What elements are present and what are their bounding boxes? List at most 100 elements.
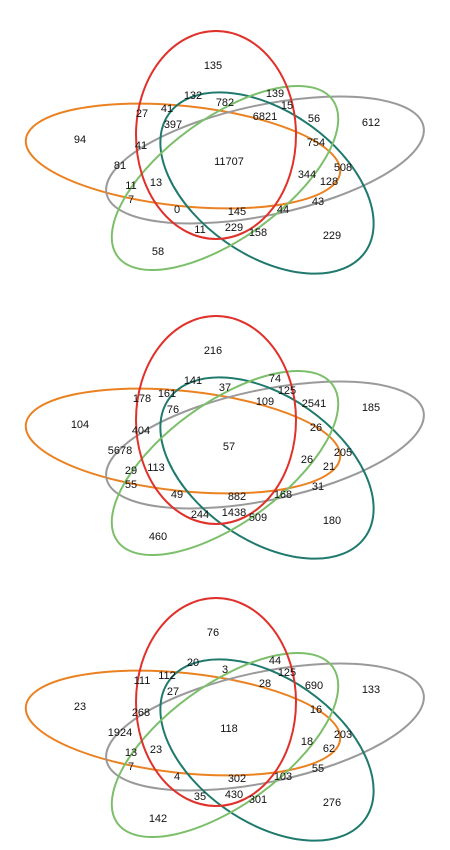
set-ellipse-teal [159,658,375,842]
region-count-label: 180 [323,515,341,527]
region-count-label: 23 [74,701,86,713]
region-count-label: 118 [220,723,238,735]
region-count-label: 49 [171,489,183,501]
region-count-label: 612 [362,117,380,129]
region-count-label: 244 [191,509,209,521]
region-count-label: 109 [256,396,274,408]
region-count-label: 26 [301,454,313,466]
set-ellipse-red [135,315,297,525]
region-count-label: 178 [133,393,151,405]
set-ellipse-gray [105,662,425,792]
region-count-label: 404 [132,425,150,437]
region-count-label: 6821 [253,111,277,123]
region-count-label: 229 [225,222,243,234]
region-count-label: 13 [150,177,162,189]
region-count-label: 508 [334,162,352,174]
set-ellipse-orange [24,669,342,777]
region-count-label: 782 [216,97,234,109]
region-count-label: 1438 [222,507,246,519]
region-count-label: 55 [312,763,324,775]
region-count-label: 76 [167,404,179,416]
set-ellipse-green [110,651,340,839]
region-count-label: 55 [125,479,137,491]
region-count-label: 27 [136,108,148,120]
region-count-label: 27 [167,686,179,698]
region-count-label: 43 [312,196,324,208]
region-count-label: 125 [278,667,296,679]
region-count-label: 141 [184,375,202,387]
set-ellipse-orange [24,387,342,495]
region-count-label: 58 [152,246,164,258]
region-count-label: 113 [147,462,165,474]
region-count-label: 754 [307,137,325,149]
region-count-label: 4 [174,771,180,783]
region-count-label: 37 [219,382,231,394]
region-count-label: 26 [310,422,322,434]
region-count-label: 31 [312,481,324,493]
region-count-label: 103 [274,771,292,783]
region-count-label: 3 [222,664,228,676]
region-count-label: 5678 [108,445,132,457]
region-count-label: 57 [223,441,235,453]
region-count-label: 168 [274,489,292,501]
region-count-label: 74 [269,373,281,385]
region-count-label: 18 [301,736,313,748]
region-count-label: 397 [164,119,182,131]
region-count-label: 111 [134,675,151,687]
region-count-label: 0 [174,204,180,216]
region-count-label: 1924 [108,727,132,739]
region-count-label: 301 [249,794,267,806]
region-count-label: 509 [249,512,267,524]
region-count-label: 104 [71,419,89,431]
region-count-label: 2541 [302,398,326,410]
region-count-label: 125 [278,385,296,397]
region-count-label: 21 [323,461,335,473]
region-count-label: 216 [204,345,222,357]
set-ellipse-teal [159,376,375,560]
set-ellipse-orange [24,102,342,210]
region-count-label: 44 [277,204,289,216]
region-count-label: 62 [323,743,335,755]
region-count-label: 20 [187,657,199,669]
set-ellipse-gray [105,380,425,510]
region-count-label: 16 [310,704,322,716]
region-count-label: 135 [204,60,222,72]
set-ellipse-red [135,597,297,807]
region-count-label: 276 [323,797,341,809]
region-count-label: 81 [114,160,126,172]
region-count-label: 7 [128,761,134,773]
set-ellipse-green [110,369,340,557]
region-count-label: 41 [135,140,147,152]
region-count-label: 23 [150,744,162,756]
region-count-label: 430 [225,789,243,801]
region-count-label: 29 [125,465,137,477]
region-count-label: 229 [323,230,341,242]
set-ellipse-teal [159,91,375,275]
region-count-label: 11 [194,224,205,236]
region-count-label: 203 [334,729,352,741]
region-count-label: 112 [158,670,176,682]
region-count-label: 133 [362,684,380,696]
region-count-label: 268 [132,707,150,719]
region-count-label: 302 [228,773,246,785]
region-count-label: 460 [149,531,167,543]
region-count-label: 158 [249,227,267,239]
region-count-label: 56 [308,113,320,125]
region-count-label: 161 [158,388,176,400]
region-count-label: 139 [266,88,284,100]
region-count-label: 11707 [214,156,244,168]
region-count-label: 41 [161,103,173,115]
region-count-label: 44 [269,655,281,667]
region-count-label: 15 [281,100,293,112]
region-count-label: 94 [74,134,86,146]
region-count-label: 7 [128,194,134,206]
region-count-label: 76 [207,627,219,639]
region-count-label: 13 [125,747,137,759]
region-count-label: 28 [259,678,271,690]
region-count-label: 128 [320,176,338,188]
region-count-label: 344 [298,169,316,181]
region-count-label: 145 [228,206,246,218]
